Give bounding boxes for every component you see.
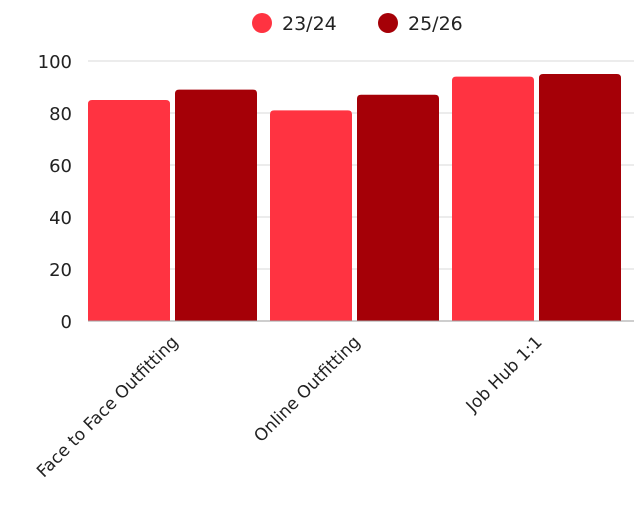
- x-category-label: Job Hub 1:1: [462, 332, 547, 417]
- y-tick-label: 20: [49, 260, 72, 281]
- x-category-label: Face to Face Outfitting: [33, 332, 182, 481]
- bar-2-2: [357, 94, 439, 321]
- y-tick-label: 80: [49, 104, 72, 125]
- bar-1-1: [88, 100, 170, 321]
- y-axis-ticks: 0 20 40 60 80 100: [38, 52, 72, 333]
- y-tick-label: 60: [49, 156, 72, 177]
- x-category-label: Online Outfitting: [250, 332, 364, 446]
- y-tick-label: 0: [61, 312, 72, 333]
- bar-2-1: [175, 89, 257, 321]
- legend-label-series-2: 25/26: [408, 13, 463, 35]
- legend-marker-series-2: [378, 13, 398, 33]
- bar-2-3: [539, 74, 621, 321]
- legend-marker-series-1: [252, 13, 272, 33]
- bars: [88, 74, 621, 322]
- legend-label-series-1: 23/24: [282, 13, 337, 35]
- bar-1-3: [452, 76, 534, 321]
- bar-1-2: [270, 110, 352, 322]
- y-tick-label: 100: [38, 52, 72, 73]
- y-tick-label: 40: [49, 208, 72, 229]
- x-axis-labels: Face to Face Outfitting Online Outfitting…: [33, 332, 546, 481]
- legend: 23/24 25/26: [252, 13, 463, 35]
